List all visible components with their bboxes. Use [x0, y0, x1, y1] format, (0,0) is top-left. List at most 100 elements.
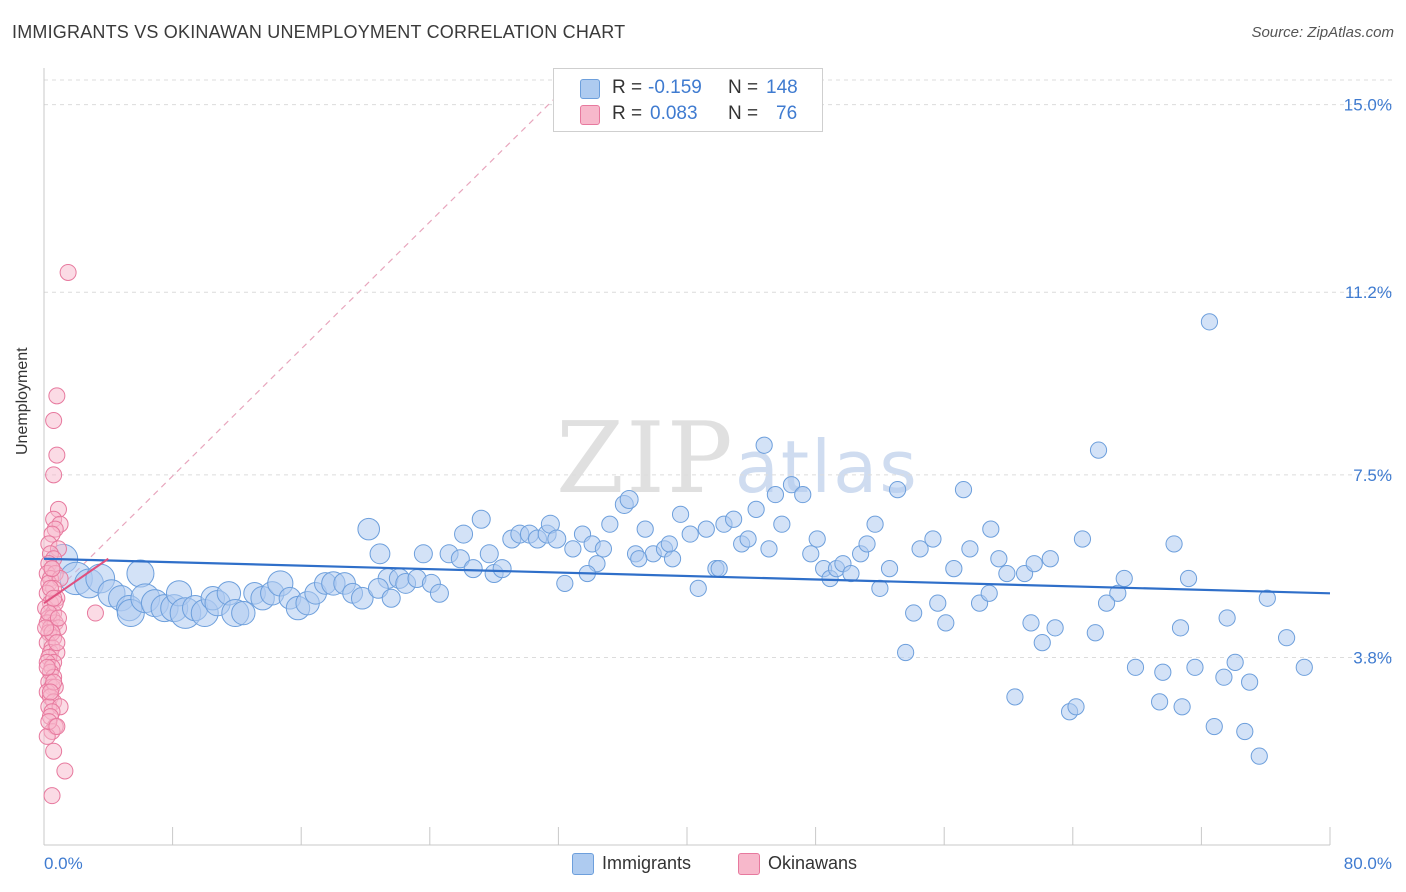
immigrants-point: [689, 579, 707, 597]
immigrants-point: [1073, 530, 1092, 548]
immigrants-point: [937, 614, 955, 632]
immigrants-point: [454, 524, 474, 544]
immigrants-point: [924, 530, 942, 548]
okinawans-point: [48, 634, 66, 652]
immigrants-point: [1258, 589, 1276, 607]
immigrants-point: [961, 540, 979, 558]
immigrants-points: [48, 313, 1313, 765]
immigrants-point: [681, 525, 699, 543]
okinawans-legend-swatch: [738, 853, 760, 875]
immigrants-point: [905, 604, 923, 622]
okinawans-n-label: N =: [728, 103, 759, 124]
immigrants-point: [1022, 614, 1040, 632]
immigrants-point: [413, 544, 433, 564]
immigrants-point: [1226, 653, 1244, 671]
okinawans-r-label: R =: [612, 103, 643, 124]
immigrants-point: [1215, 668, 1233, 686]
immigrants-point: [888, 481, 907, 499]
okinawans-point: [37, 619, 55, 637]
immigrants-point: [1179, 569, 1198, 588]
okinawans-trend-line: [43, 557, 109, 604]
immigrants-point: [725, 510, 743, 528]
tick-labels: 3.8% 7.5% 11.2% 15.0% 0.0% 80.0%: [44, 96, 1392, 873]
immigrants-point: [660, 535, 678, 553]
immigrants-point: [1151, 693, 1169, 711]
immigrants-legend-swatch: [572, 853, 594, 875]
immigrants-point: [1250, 747, 1268, 765]
okinawans-n-value: 76: [776, 103, 798, 124]
okinawans-point: [45, 466, 63, 484]
immigrants-point: [980, 584, 998, 602]
immigrants-point: [1171, 619, 1190, 637]
y-tick-label: 15.0%: [1344, 96, 1392, 115]
immigrants-point: [1033, 634, 1051, 652]
okinawans-point: [43, 787, 61, 805]
immigrants-n-label: N =: [728, 77, 759, 98]
immigrants-point: [866, 515, 884, 533]
immigrants-point: [1218, 609, 1236, 627]
immigrants-legend-label: Immigrants: [602, 853, 692, 873]
immigrants-point: [1154, 663, 1172, 681]
immigrants-point: [982, 520, 1000, 538]
immigrants-point: [954, 481, 973, 499]
immigrants-point: [773, 515, 791, 533]
okinawans-point: [59, 263, 77, 281]
immigrants-point: [564, 540, 582, 558]
y-tick-label: 11.2%: [1345, 283, 1392, 302]
immigrants-point: [1173, 698, 1191, 716]
y-tick-label: 7.5%: [1353, 466, 1392, 485]
immigrants-point: [1295, 658, 1313, 676]
immigrants-point: [808, 530, 826, 548]
watermark-zip: ZIP: [556, 402, 735, 516]
immigrants-point: [1006, 688, 1024, 706]
immigrants-point: [998, 564, 1016, 583]
immigrants-point: [1067, 698, 1085, 716]
immigrants-point: [381, 588, 401, 608]
immigrants-point: [357, 517, 381, 541]
okinawans-point: [43, 560, 61, 578]
immigrants-r-value: -0.159: [648, 77, 702, 98]
immigrants-point: [479, 544, 499, 564]
okinawans-point: [45, 742, 63, 760]
immigrants-point: [594, 540, 613, 558]
immigrants-point: [1089, 441, 1108, 459]
immigrants-point: [547, 529, 567, 549]
okinawans-point: [45, 412, 63, 430]
x-tick-label-min: 0.0%: [44, 854, 83, 873]
immigrants-swatch: [580, 79, 600, 99]
immigrants-r-label: R =: [612, 77, 643, 98]
immigrants-point: [755, 436, 773, 454]
immigrants-point: [1115, 569, 1133, 588]
immigrants-point: [782, 476, 801, 494]
okinawans-point: [49, 609, 67, 627]
chart-title: IMMIGRANTS VS OKINAWAN UNEMPLOYMENT CORR…: [12, 22, 626, 42]
okinawans-point: [38, 658, 56, 676]
immigrants-point: [929, 594, 947, 612]
immigrants-point: [697, 520, 715, 538]
immigrants-point: [710, 560, 728, 578]
immigrants-point: [858, 535, 876, 553]
immigrants-point: [231, 600, 256, 626]
okinawans-points: [37, 263, 104, 805]
immigrants-point: [429, 583, 449, 603]
trend-lines: [43, 557, 1331, 604]
immigrants-point: [1277, 629, 1296, 647]
immigrants-point: [842, 564, 860, 583]
immigrants-point: [880, 560, 899, 578]
okinawans-point: [48, 387, 66, 405]
immigrants-point: [739, 530, 757, 548]
immigrants-point: [1086, 624, 1104, 642]
legend-row-okinawans: R = 0.083 N = 76: [554, 101, 822, 127]
immigrants-point: [794, 485, 812, 504]
immigrants-point: [126, 559, 155, 588]
immigrants-point: [463, 559, 483, 579]
immigrants-point: [471, 509, 491, 529]
immigrants-point: [1109, 584, 1127, 602]
y-tick-label: 3.8%: [1353, 648, 1392, 667]
immigrants-point: [671, 505, 690, 523]
immigrants-point: [619, 490, 639, 510]
immigrants-point: [945, 560, 963, 578]
immigrants-point: [663, 550, 682, 568]
immigrants-point: [450, 549, 470, 569]
